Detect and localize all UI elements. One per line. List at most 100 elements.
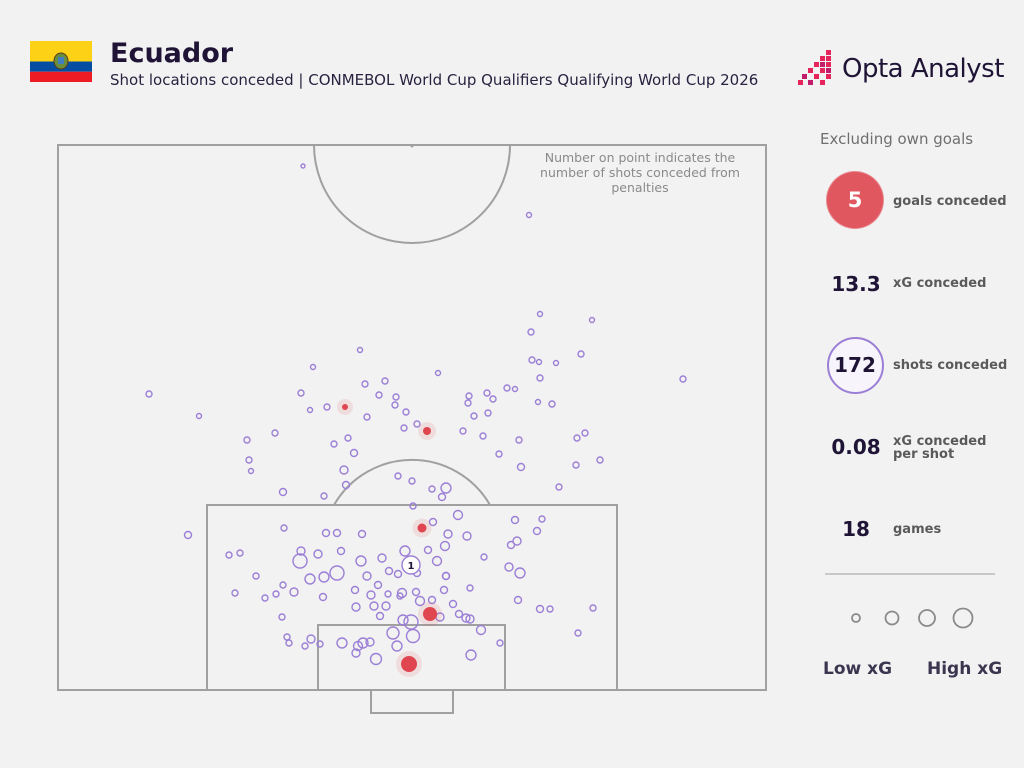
opta-logo-icon	[798, 50, 831, 85]
shot-point	[496, 639, 504, 647]
shot-point	[503, 384, 511, 392]
xg-value: 13.3	[831, 272, 881, 296]
pitch-annotation: Number on point indicates the number of …	[540, 150, 740, 195]
shot-point	[391, 640, 403, 652]
flag-yellow-band	[30, 41, 92, 62]
shot-point	[532, 526, 542, 536]
shot-point	[231, 589, 239, 597]
shot-point	[375, 391, 383, 399]
shot-point	[393, 569, 403, 579]
shot-point	[546, 605, 554, 613]
shot-point	[351, 602, 361, 612]
stat-shots: 172 shots conceded	[805, 335, 1015, 395]
shot-point	[285, 639, 293, 647]
shot-point	[236, 549, 244, 557]
shot-point	[427, 595, 437, 605]
flag-red-band	[30, 71, 92, 82]
xg-label: xG conceded	[893, 276, 987, 291]
shot-point	[306, 406, 314, 414]
shot-point	[534, 398, 542, 406]
stats-note: Excluding own goals	[820, 130, 974, 148]
shot-point	[301, 642, 309, 650]
shot-point	[361, 380, 369, 388]
shot-point	[306, 634, 316, 644]
shot-point	[538, 515, 546, 523]
stat-goals: 5 goals conceded	[805, 170, 1015, 230]
shot-point	[318, 592, 328, 602]
goal-point	[417, 523, 427, 533]
shot-point	[261, 594, 269, 602]
pitch-lines	[57, 144, 767, 714]
shot-point	[381, 377, 389, 385]
shot-point	[283, 633, 291, 641]
goals-badge	[827, 172, 883, 228]
shot-point	[375, 611, 385, 621]
legend-circle-sm	[884, 610, 900, 626]
shot-point	[462, 531, 472, 541]
shot-point	[243, 436, 251, 444]
shot-point	[362, 571, 372, 581]
shot-point	[252, 572, 260, 580]
shot-point	[369, 601, 379, 611]
shot-point	[528, 356, 536, 364]
shot-point	[351, 648, 361, 658]
page-title: Ecuador	[110, 38, 234, 69]
shot-point	[465, 649, 477, 661]
shot-point	[527, 328, 535, 336]
shot-point	[280, 524, 288, 532]
shot-point	[574, 629, 582, 637]
shot-point	[344, 434, 352, 442]
penalty-arc	[333, 458, 491, 506]
shot-point	[489, 395, 497, 403]
shot-point	[341, 480, 351, 490]
pitch-outline	[57, 144, 767, 691]
shot-point	[443, 529, 453, 539]
stats-panel: Excluding own goals 5 goals conceded 13.…	[805, 0, 1015, 768]
shot-point	[225, 551, 233, 559]
shot-point	[339, 465, 349, 475]
shot-point	[336, 637, 348, 649]
penalty-layer: 1	[401, 555, 421, 575]
shot-point	[465, 614, 475, 624]
shot-point	[428, 485, 436, 493]
shot-point	[466, 584, 474, 592]
shot-point	[309, 363, 317, 371]
shot-point	[495, 450, 503, 458]
centre-spot	[410, 144, 414, 148]
shot-point	[394, 472, 402, 480]
shot-point	[381, 601, 391, 611]
shot-point	[552, 359, 560, 367]
shot-point	[423, 545, 433, 555]
shot-point	[409, 502, 417, 510]
shot-point	[279, 581, 287, 589]
shot-point	[296, 546, 306, 556]
shot-point	[399, 545, 411, 557]
shot-point	[510, 515, 520, 525]
shot-point	[506, 540, 516, 550]
shot-point	[195, 412, 203, 420]
shot-point	[596, 456, 604, 464]
shot-point	[357, 529, 367, 539]
shot-point	[403, 614, 419, 630]
shot-point	[535, 604, 545, 614]
shot-point	[448, 599, 458, 609]
shot-point	[336, 546, 346, 556]
shot-point	[459, 427, 467, 435]
shot-point	[405, 628, 421, 644]
shot-point	[577, 350, 585, 358]
shot-point	[397, 614, 409, 626]
goals-label: goals conceded	[893, 194, 1007, 209]
shot-point	[536, 310, 544, 318]
penalty-shot-point	[401, 555, 421, 575]
shot-point	[679, 375, 687, 383]
shot-point	[245, 456, 253, 464]
shot-point	[392, 393, 400, 401]
shot-point	[465, 392, 473, 400]
shot-point	[366, 590, 376, 600]
shot-point	[365, 637, 375, 647]
stat-games: 18 games	[805, 500, 1015, 560]
shot-point	[400, 424, 408, 432]
shots-label: shots conceded	[893, 358, 1008, 373]
shot-point	[316, 640, 324, 648]
shot-point	[329, 565, 345, 581]
